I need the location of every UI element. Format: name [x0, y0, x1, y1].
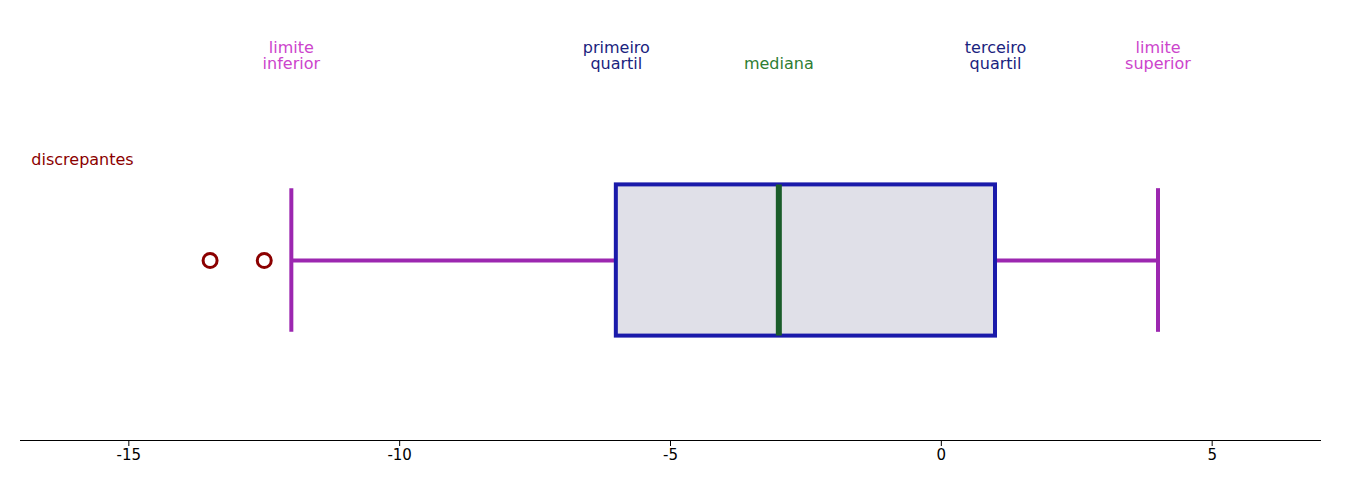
- svg-text:limitesuperior: limitesuperior: [1125, 38, 1191, 73]
- svg-text:terceiroquartil: terceiroquartil: [965, 38, 1026, 73]
- svg-text:0: 0: [937, 446, 947, 464]
- svg-text:limiteinferior: limiteinferior: [263, 38, 321, 73]
- svg-text:mediana: mediana: [744, 54, 814, 73]
- svg-text:discrepantes: discrepantes: [31, 150, 133, 169]
- svg-text:primeiroquartil: primeiroquartil: [583, 38, 650, 73]
- svg-text:-15: -15: [117, 446, 142, 464]
- svg-text:-10: -10: [387, 446, 412, 464]
- svg-text:-5: -5: [663, 446, 678, 464]
- svg-text:5: 5: [1207, 446, 1217, 464]
